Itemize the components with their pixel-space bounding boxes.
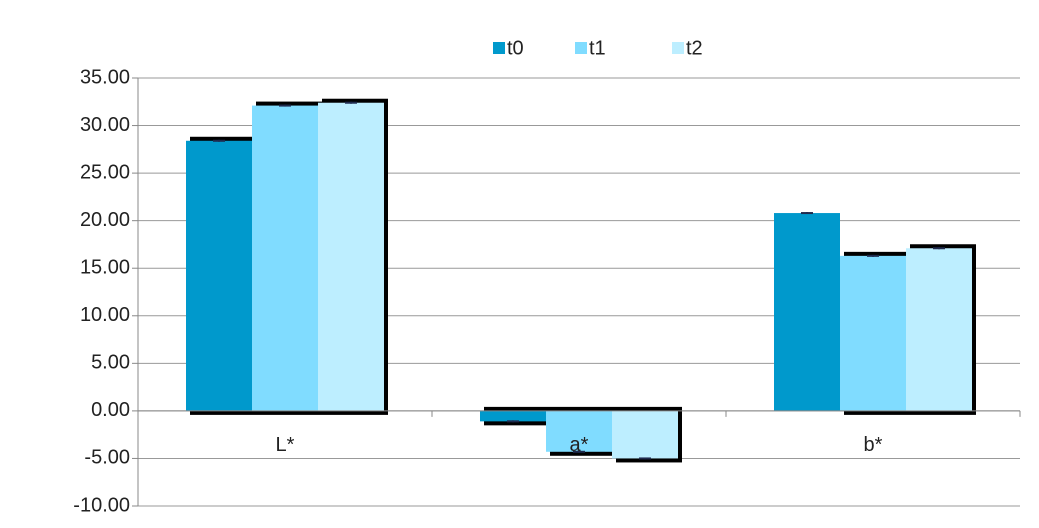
legend-label: t0 <box>507 37 524 59</box>
bar <box>186 140 252 411</box>
y-tick-label: 5.00 <box>91 352 130 374</box>
y-tick-label: 30.00 <box>80 114 130 136</box>
y-tick-label: 0.00 <box>91 399 130 421</box>
bar <box>546 410 612 452</box>
x-tick-label: b* <box>864 434 883 456</box>
legend-label: t2 <box>686 37 703 59</box>
bar <box>318 102 384 411</box>
bar <box>906 248 972 411</box>
bar <box>480 410 546 422</box>
y-tick-label: 35.00 <box>80 66 130 88</box>
legend-swatch <box>493 42 505 54</box>
y-tick-label: 10.00 <box>80 304 130 326</box>
bar <box>774 213 840 411</box>
y-tick-label: 15.00 <box>80 257 130 279</box>
legend-swatch <box>672 42 684 54</box>
y-tick-label: 25.00 <box>80 161 130 183</box>
bar <box>840 255 906 411</box>
bar <box>612 410 678 459</box>
y-tick-label: -10.00 <box>73 494 130 516</box>
y-tick-label: -5.00 <box>84 447 130 469</box>
x-tick-label: a* <box>570 434 589 456</box>
legend-swatch <box>575 42 587 54</box>
x-tick-label: L* <box>276 434 295 456</box>
bar <box>252 105 318 411</box>
y-tick-label: 20.00 <box>80 209 130 231</box>
legend-label: t1 <box>589 37 606 59</box>
